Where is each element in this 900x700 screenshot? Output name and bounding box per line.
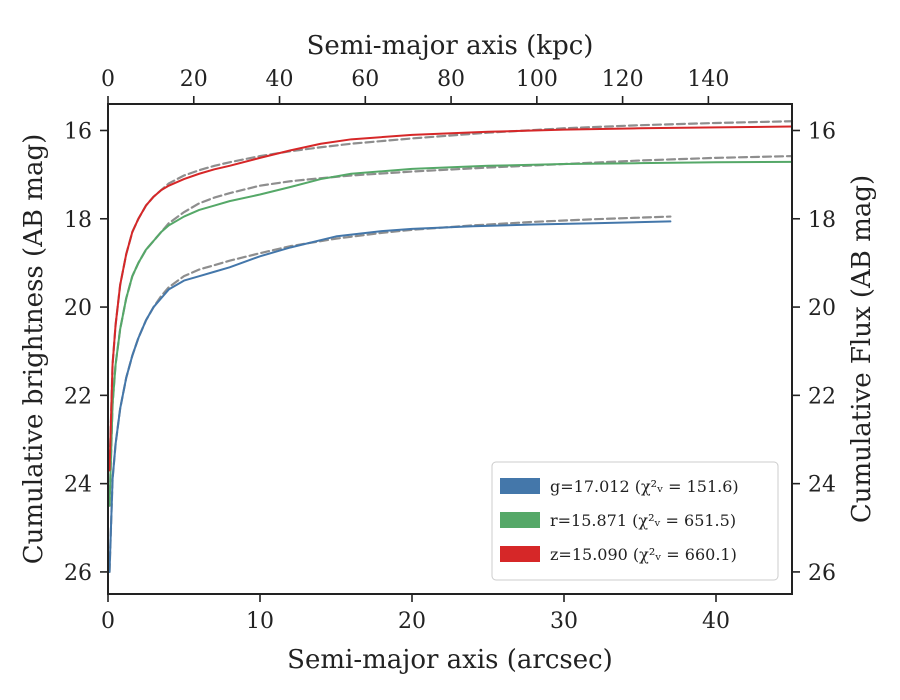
y2-axis-title: Cumulative Flux (AB mag)	[847, 175, 877, 523]
plot-frame	[107, 103, 793, 595]
legend-label-r: r=15.871 (χ²ᵥ = 651.5)	[550, 511, 736, 530]
x2-tick-label: 0	[101, 67, 115, 92]
series-line-z	[108, 125, 793, 472]
x2-tick-label: 20	[180, 67, 208, 92]
legend-swatch-r	[500, 512, 540, 528]
y-axis-title: Cumulative brightness (AB mag)	[19, 134, 49, 565]
x2-axis-title: Semi-major axis (kpc)	[307, 31, 594, 61]
y-tick-label: 16	[64, 119, 92, 144]
series-layer	[108, 120, 794, 574]
y-tick-label: 20	[64, 296, 92, 321]
series-line-g	[108, 220, 672, 573]
x-tick-label: 40	[702, 609, 730, 634]
legend: g=17.012 (χ²ᵥ = 151.6) r=15.871 (χ²ᵥ = 65…	[491, 461, 779, 581]
legend-swatch-g	[500, 478, 540, 494]
x2-tick-label: 60	[351, 67, 379, 92]
series-line-r	[108, 160, 793, 507]
legend-swatch-z	[500, 546, 540, 562]
x2-tick-label: 80	[437, 67, 465, 92]
x-axis-title: Semi-major axis (arcsec)	[287, 645, 613, 675]
y2-tick-label: 18	[808, 208, 836, 233]
x-tick-label: 30	[550, 609, 578, 634]
x2-tick-label: 120	[602, 67, 644, 92]
y2-tick-label: 22	[808, 384, 836, 409]
x2-tick-label: 100	[516, 67, 558, 92]
legend-label-g: g=17.012 (χ²ᵥ = 151.6)	[550, 477, 739, 496]
ticks-layer: 0 10 20 30 40 0 20 40 60 80 100 120 140 16 16 18 18 20 20 2…	[64, 67, 836, 634]
y-tick-label: 24	[64, 473, 92, 498]
y-tick-label: 18	[64, 208, 92, 233]
y2-tick-label: 24	[808, 473, 836, 498]
x2-tick-label: 40	[266, 67, 294, 92]
x-tick-label: 10	[246, 609, 274, 634]
y-tick-label: 26	[64, 561, 92, 586]
legend-box	[491, 461, 779, 581]
y2-tick-label: 20	[808, 296, 836, 321]
y-tick-label: 22	[64, 384, 92, 409]
x-tick-label: 20	[398, 609, 426, 634]
legend-label-z: z=15.090 (χ²ᵥ = 660.1)	[550, 545, 737, 564]
y2-tick-label: 16	[808, 119, 836, 144]
x-tick-label: 0	[101, 609, 115, 634]
y2-tick-label: 26	[808, 561, 836, 586]
x2-tick-label: 140	[687, 67, 729, 92]
